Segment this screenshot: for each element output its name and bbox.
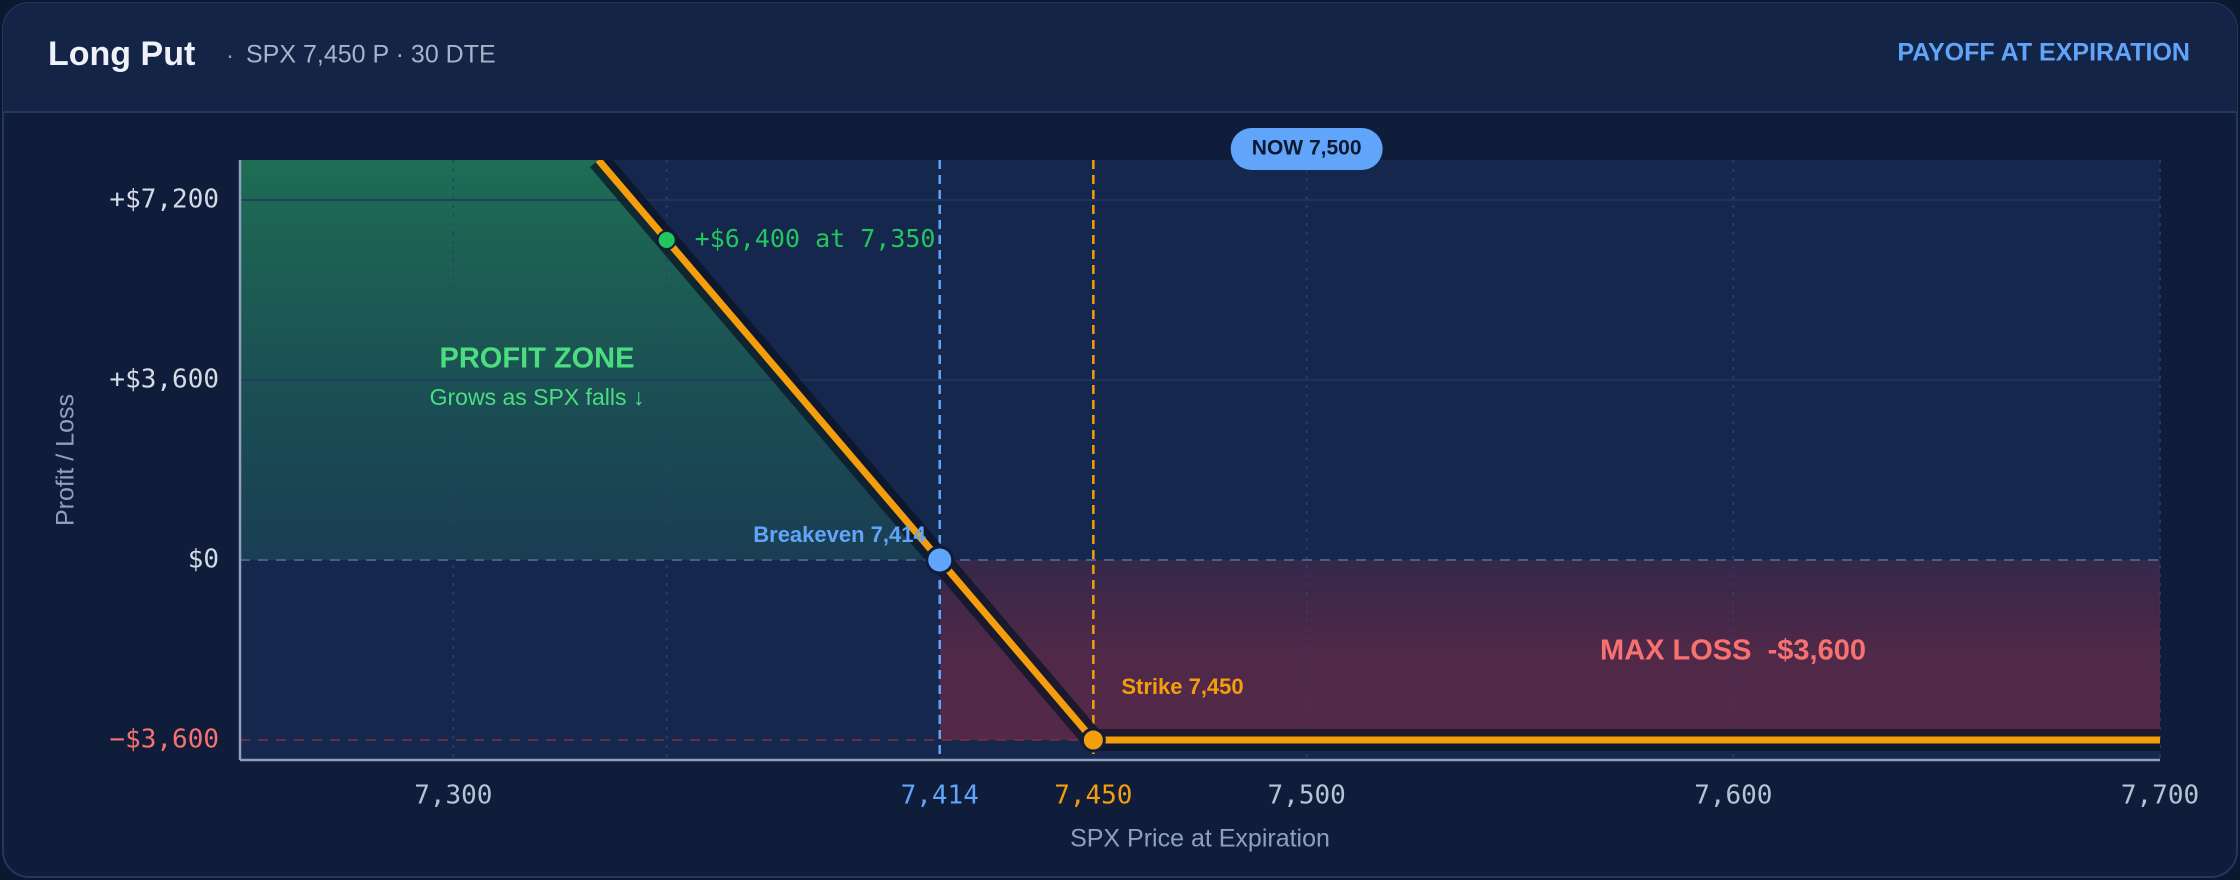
zones	[240, 160, 2160, 740]
annotation-label: +$6,400 at 7,350	[695, 224, 936, 253]
marker-point	[1080, 727, 1106, 753]
subtitle: SPX 7,450 P · 30 DTE	[246, 41, 496, 69]
x-tick-label: 7,600	[1694, 781, 1772, 811]
marker-label: Breakeven 7,414	[753, 522, 926, 547]
loss-zone	[939, 560, 2160, 740]
header	[3, 3, 2237, 112]
profit-zone-subtitle: Grows as SPX falls ↓	[430, 384, 645, 410]
x-tick-label: 7,700	[2121, 781, 2199, 811]
y-tick-label: +$3,600	[109, 365, 219, 395]
profit-zone-title: PROFIT ZONE	[440, 343, 635, 375]
y-tick-label: +$7,200	[109, 185, 219, 215]
y-axis-label: Profit / Loss	[52, 394, 80, 526]
marker-label: Strike 7,450	[1121, 674, 1243, 699]
max-loss-label: MAX LOSS -$3,600	[1600, 635, 1866, 667]
now-label: NOW 7,500	[1252, 137, 1362, 160]
x-tick-label: 7,414	[901, 781, 979, 811]
profit-zone	[240, 160, 940, 560]
separator-dot: ·	[226, 42, 234, 69]
y-tick-label: −$3,600	[109, 725, 219, 755]
x-axis-label: SPX Price at Expiration	[1070, 825, 1330, 853]
x-tick-label: 7,450	[1054, 781, 1132, 811]
y-tick-label: $0	[188, 545, 219, 575]
header-right: PAYOFF AT EXPIRATION	[1897, 39, 2190, 67]
annotation-point	[656, 230, 677, 250]
x-tick-label: 7,300	[414, 781, 492, 811]
x-tick-label: 7,500	[1268, 781, 1346, 811]
marker-point	[925, 545, 955, 575]
title: Long Put	[48, 35, 195, 73]
now-pill	[1230, 128, 1383, 170]
